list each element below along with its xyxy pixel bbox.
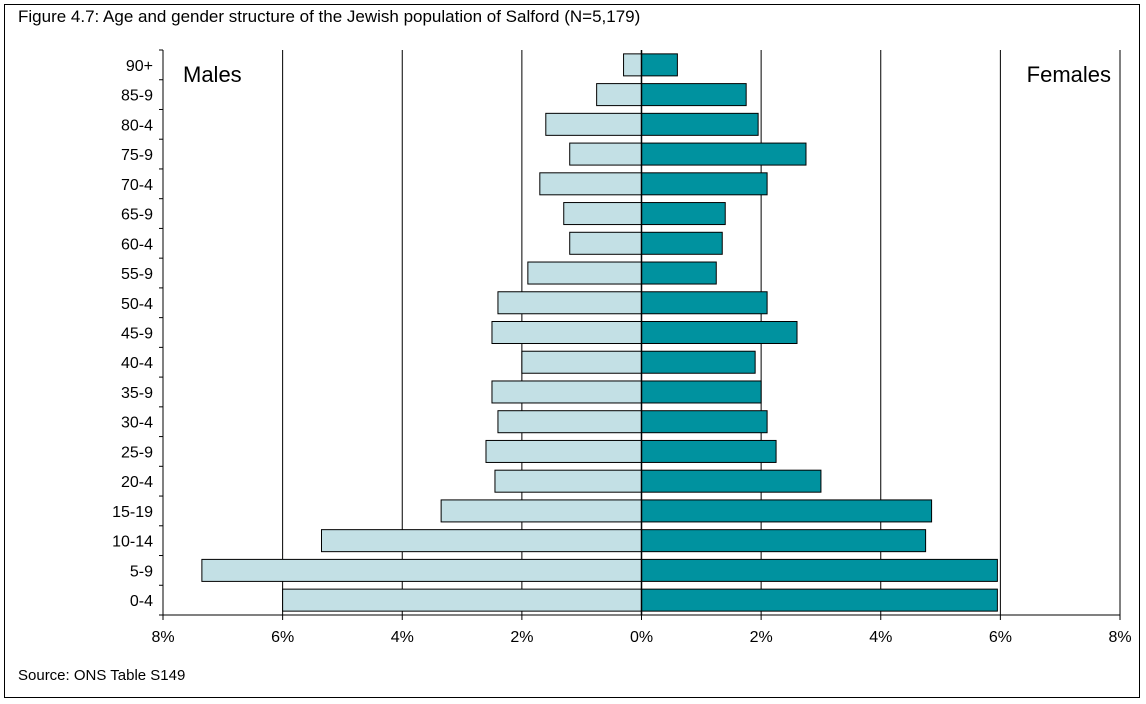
bar-female: [641, 380, 762, 404]
bar-male: [527, 261, 643, 285]
bar-male: [491, 320, 642, 345]
bar-male: [569, 142, 642, 166]
category-label: 15-19: [112, 504, 153, 521]
x-tick-label: 0%: [630, 629, 653, 646]
category-label: 60-4: [121, 236, 153, 253]
category-label: 30-4: [121, 415, 153, 432]
x-tick-label: 4%: [869, 629, 892, 646]
bar-male: [545, 112, 642, 136]
bar-male: [563, 202, 643, 226]
category-label: 5-9: [130, 563, 153, 580]
category-label: 65-9: [121, 207, 153, 224]
bar-male: [497, 410, 643, 434]
category-label: 85-9: [121, 88, 153, 105]
bar-male: [596, 83, 642, 107]
x-tick-label: 2%: [750, 629, 773, 646]
bar-female: [641, 588, 998, 612]
category-label: 45-9: [121, 326, 153, 343]
bar-female: [641, 320, 798, 345]
x-tick-label: 2%: [510, 629, 533, 646]
bar-male: [497, 291, 643, 315]
bar-female: [641, 172, 768, 196]
bar-female: [641, 499, 933, 523]
bar-male: [321, 529, 642, 553]
category-label: 20-4: [121, 474, 153, 491]
x-tick-label: 6%: [271, 629, 294, 646]
bar-male: [491, 380, 642, 404]
category-label: 25-9: [121, 444, 153, 461]
bar-female: [641, 529, 927, 553]
bar-male: [539, 172, 642, 196]
labels: 90+ 85-9 80-4 75-9 70-4 65-9 60-4 55-9 50-4 45-9 4…: [112, 58, 1131, 646]
bar-female: [641, 410, 768, 434]
bar-male: [485, 439, 642, 463]
x-tick-label: 8%: [1108, 629, 1131, 646]
category-label: 35-9: [121, 385, 153, 402]
bar-female: [641, 439, 777, 463]
axes: [159, 49, 1121, 620]
figure-source: Source: ONS Table S149: [18, 667, 186, 684]
category-label: 50-4: [121, 296, 153, 313]
category-label: 70-4: [121, 177, 153, 194]
bar-male: [569, 231, 642, 255]
females-label: Females: [1027, 62, 1111, 87]
bar-male: [521, 350, 642, 374]
bar-female: [641, 231, 723, 255]
bar-male: [494, 469, 642, 493]
bars: [201, 53, 998, 612]
category-label: 90+: [126, 58, 153, 75]
x-tick-label: 4%: [391, 629, 414, 646]
bar-female: [641, 350, 756, 374]
males-label: Males: [183, 62, 242, 87]
bar-female: [641, 53, 678, 77]
bar-male: [440, 499, 642, 523]
bar-male: [201, 558, 643, 582]
bar-female: [641, 469, 822, 493]
bar-female: [641, 112, 759, 136]
category-label: 40-4: [121, 355, 153, 372]
category-label: 80-4: [121, 117, 153, 134]
bar-female: [641, 291, 768, 315]
bar-male: [282, 588, 642, 612]
category-label: 10-14: [112, 534, 153, 551]
x-tick-label: 8%: [151, 629, 174, 646]
bar-male: [623, 53, 643, 77]
category-label: 55-9: [121, 266, 153, 283]
bar-female: [641, 83, 747, 107]
bar-female: [641, 202, 726, 226]
bar-female: [641, 558, 998, 582]
category-label: 0-4: [130, 593, 153, 610]
bar-female: [641, 142, 807, 166]
category-label: 75-9: [121, 147, 153, 164]
figure-title: Figure 4.7: Age and gender structure of …: [18, 7, 641, 26]
bar-female: [641, 261, 717, 285]
x-tick-label: 6%: [989, 629, 1012, 646]
